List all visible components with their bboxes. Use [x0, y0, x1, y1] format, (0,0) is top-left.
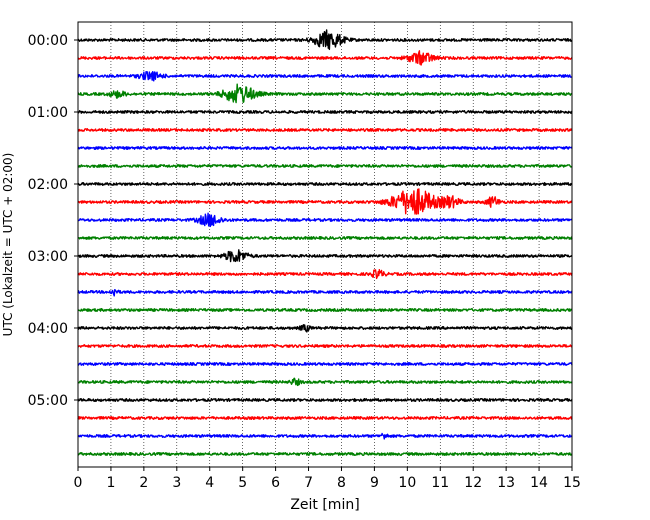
y-tick-label: 03:00: [28, 249, 68, 265]
x-tick-label: 4: [205, 475, 214, 491]
x-tick-label: 9: [370, 475, 379, 491]
trace-0430: [77, 362, 573, 366]
x-tick-label: 1: [106, 475, 115, 491]
x-tick-label: 11: [431, 475, 449, 491]
trace-0015: [77, 50, 573, 66]
trace-0500: [77, 398, 573, 402]
trace-0000: [77, 29, 573, 51]
y-axis: 00:00 01:00 02:00 03:00 04:00 05:00: [28, 33, 78, 409]
x-axis-title: Zeit [min]: [290, 497, 359, 513]
trace-0130: [77, 146, 573, 150]
trace-0330: [77, 288, 573, 297]
plot-frame: [77, 21, 573, 468]
y-tick-label: 02:00: [28, 177, 68, 193]
x-axis: 0 1 2 3 4 5 6 7 8 9 10 11 12 13 14 15: [74, 467, 581, 491]
x-tick-label: 14: [530, 475, 548, 491]
x-tick-label: 6: [271, 475, 280, 491]
x-tick-label: 2: [139, 475, 148, 491]
trace-0415: [77, 344, 573, 348]
trace-0545: [77, 452, 573, 456]
trace-0200: [77, 182, 573, 186]
x-tick-label: 3: [172, 475, 181, 491]
x-tick-label: 0: [74, 475, 83, 491]
x-tick-label: 5: [238, 475, 247, 491]
y-tick-label: 04:00: [28, 321, 68, 337]
trace-0145: [77, 164, 573, 168]
trace-0100: [77, 110, 573, 114]
trace-0030: [77, 71, 573, 82]
trace-0400: [77, 324, 573, 333]
trace-0530: [77, 432, 573, 440]
trace-0115: [77, 127, 573, 132]
trace-0300: [77, 249, 573, 263]
x-tick-label: 15: [563, 475, 581, 491]
trace-group: [77, 29, 573, 456]
y-tick-label: 00:00: [28, 33, 68, 49]
x-tick-label: 12: [464, 475, 482, 491]
trace-0245: [77, 236, 573, 240]
trace-0445: [77, 377, 573, 387]
x-tick-label: 10: [398, 475, 416, 491]
trace-0345: [77, 308, 573, 312]
y-tick-label: 05:00: [28, 393, 68, 409]
grid-lines: [110, 22, 540, 467]
trace-0515: [77, 416, 573, 420]
trace-0230: [77, 212, 573, 228]
x-tick-label: 8: [337, 475, 346, 491]
x-tick-label: 13: [497, 475, 515, 491]
trace-0315: [77, 269, 573, 280]
x-tick-label: 7: [304, 475, 313, 491]
y-tick-label: 01:00: [28, 105, 68, 121]
y-axis-title: UTC (Lokalzeit = UTC + 02:00): [1, 153, 15, 337]
trace-0215: [77, 188, 573, 215]
trace-0045: [77, 83, 573, 104]
